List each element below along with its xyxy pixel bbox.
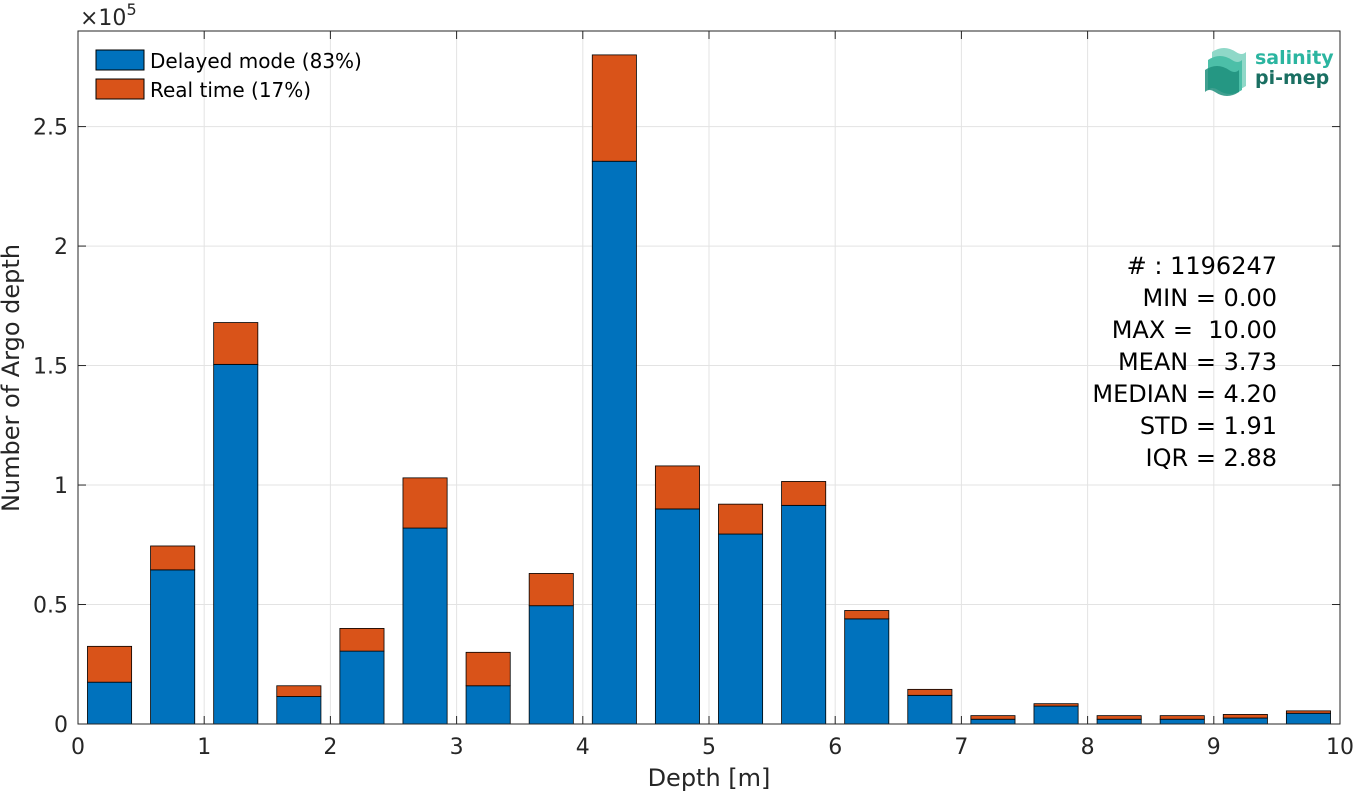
- x-axis-title: Depth [m]: [648, 764, 771, 792]
- bar-delayed-mode: [1033, 705, 1079, 725]
- legend-swatch-delayed: [95, 49, 145, 71]
- bar-real-time: [1096, 715, 1142, 720]
- bar-delayed-mode: [213, 363, 259, 725]
- y-exponent-label: ×105: [80, 0, 137, 31]
- x-tick-label: 6: [828, 735, 842, 760]
- bar-delayed-mode: [1159, 718, 1205, 725]
- y-tick-label: 0: [54, 713, 68, 738]
- x-tick-label: 5: [702, 735, 716, 760]
- bar-delayed-mode: [907, 694, 953, 725]
- bar-real-time: [591, 54, 637, 162]
- bar-real-time: [528, 573, 574, 607]
- x-tick-label: 7: [954, 735, 968, 760]
- bar-real-time: [781, 481, 827, 506]
- bar-real-time: [718, 503, 764, 535]
- bar-real-time: [150, 545, 196, 571]
- y-tick-labels: 0 0.5 1 1.5 2 2.5: [33, 116, 68, 738]
- bar-delayed-mode: [844, 618, 890, 725]
- bar-delayed-mode: [718, 533, 764, 725]
- x-tick-label: 3: [450, 735, 464, 760]
- bar-delayed-mode: [1222, 717, 1268, 725]
- legend-label-delayed: Delayed mode (83%): [150, 49, 362, 73]
- bar-delayed-mode: [591, 160, 637, 725]
- x-tick-label: 4: [576, 735, 590, 760]
- salinity-pimep-logo: salinity pi-mep: [1205, 47, 1334, 96]
- bar-delayed-mode: [150, 569, 196, 725]
- logo-text-pimep: pi-mep: [1255, 67, 1329, 89]
- bar-delayed-mode: [528, 605, 574, 725]
- bar-delayed-mode: [781, 504, 827, 725]
- y-axis-title: Number of Argo depth: [0, 244, 25, 512]
- stat-std: STD = 1.91: [1140, 412, 1277, 440]
- bar-real-time: [339, 628, 385, 652]
- bar-delayed-mode: [1285, 712, 1331, 725]
- bar-real-time: [1033, 703, 1079, 707]
- bar-real-time: [970, 715, 1016, 720]
- stat-max: MAX = 10.00: [1112, 316, 1277, 344]
- bar-real-time: [1285, 710, 1331, 714]
- bars: [87, 54, 1331, 725]
- bar-real-time: [654, 465, 700, 510]
- bar-real-time: [402, 477, 448, 529]
- logo-text-salinity: salinity: [1255, 47, 1334, 69]
- y-tick-label: 0.5: [33, 594, 68, 619]
- bar-delayed-mode: [276, 696, 322, 725]
- y-tick-label: 2.5: [33, 116, 68, 141]
- ticks: [77, 31, 1341, 725]
- x-tick-label: 10: [1326, 735, 1354, 760]
- y-tick-label: 2: [54, 235, 68, 260]
- bar-delayed-mode: [465, 685, 511, 725]
- x-tick-label: 0: [71, 735, 85, 760]
- bar-delayed-mode: [339, 650, 385, 725]
- stats-annotation: # : 1196247 MIN = 0.00 MAX = 10.00 MEAN …: [1092, 252, 1277, 472]
- x-tick-label: 1: [197, 735, 211, 760]
- bar-delayed-mode: [970, 718, 1016, 725]
- x-tick-label: 8: [1081, 735, 1095, 760]
- bar-delayed-mode: [1096, 718, 1142, 725]
- bar-real-time: [844, 610, 890, 620]
- bar-real-time: [1222, 714, 1268, 719]
- stat-count: # : 1196247: [1127, 252, 1277, 280]
- stat-mean: MEAN = 3.73: [1118, 348, 1277, 376]
- legend-label-realtime: Real time (17%): [150, 78, 311, 102]
- wave-logo-icon: [1205, 48, 1246, 96]
- x-tick-label: 2: [323, 735, 337, 760]
- y-tick-label: 1: [54, 474, 68, 499]
- bar-delayed-mode: [654, 508, 700, 725]
- bar-real-time: [276, 685, 322, 697]
- bar-delayed-mode: [402, 527, 448, 725]
- legend-swatch-realtime: [95, 78, 145, 100]
- legend: Delayed mode (83%) Real time (17%): [95, 49, 362, 102]
- stat-min: MIN = 0.00: [1142, 284, 1277, 312]
- bar-real-time: [907, 688, 953, 696]
- x-tick-labels: 0 1 2 3 4 5 6 7 8 9 10: [71, 735, 1354, 760]
- y-tick-label: 1.5: [33, 355, 68, 380]
- bar-delayed-mode: [87, 681, 133, 725]
- bar-real-time: [87, 645, 133, 683]
- bar-real-time: [213, 322, 259, 365]
- bar-real-time: [465, 651, 511, 687]
- x-tick-label: 9: [1207, 735, 1221, 760]
- stat-median: MEDIAN = 4.20: [1092, 380, 1277, 408]
- stat-iqr: IQR = 2.88: [1146, 444, 1277, 472]
- bar-real-time: [1159, 715, 1205, 720]
